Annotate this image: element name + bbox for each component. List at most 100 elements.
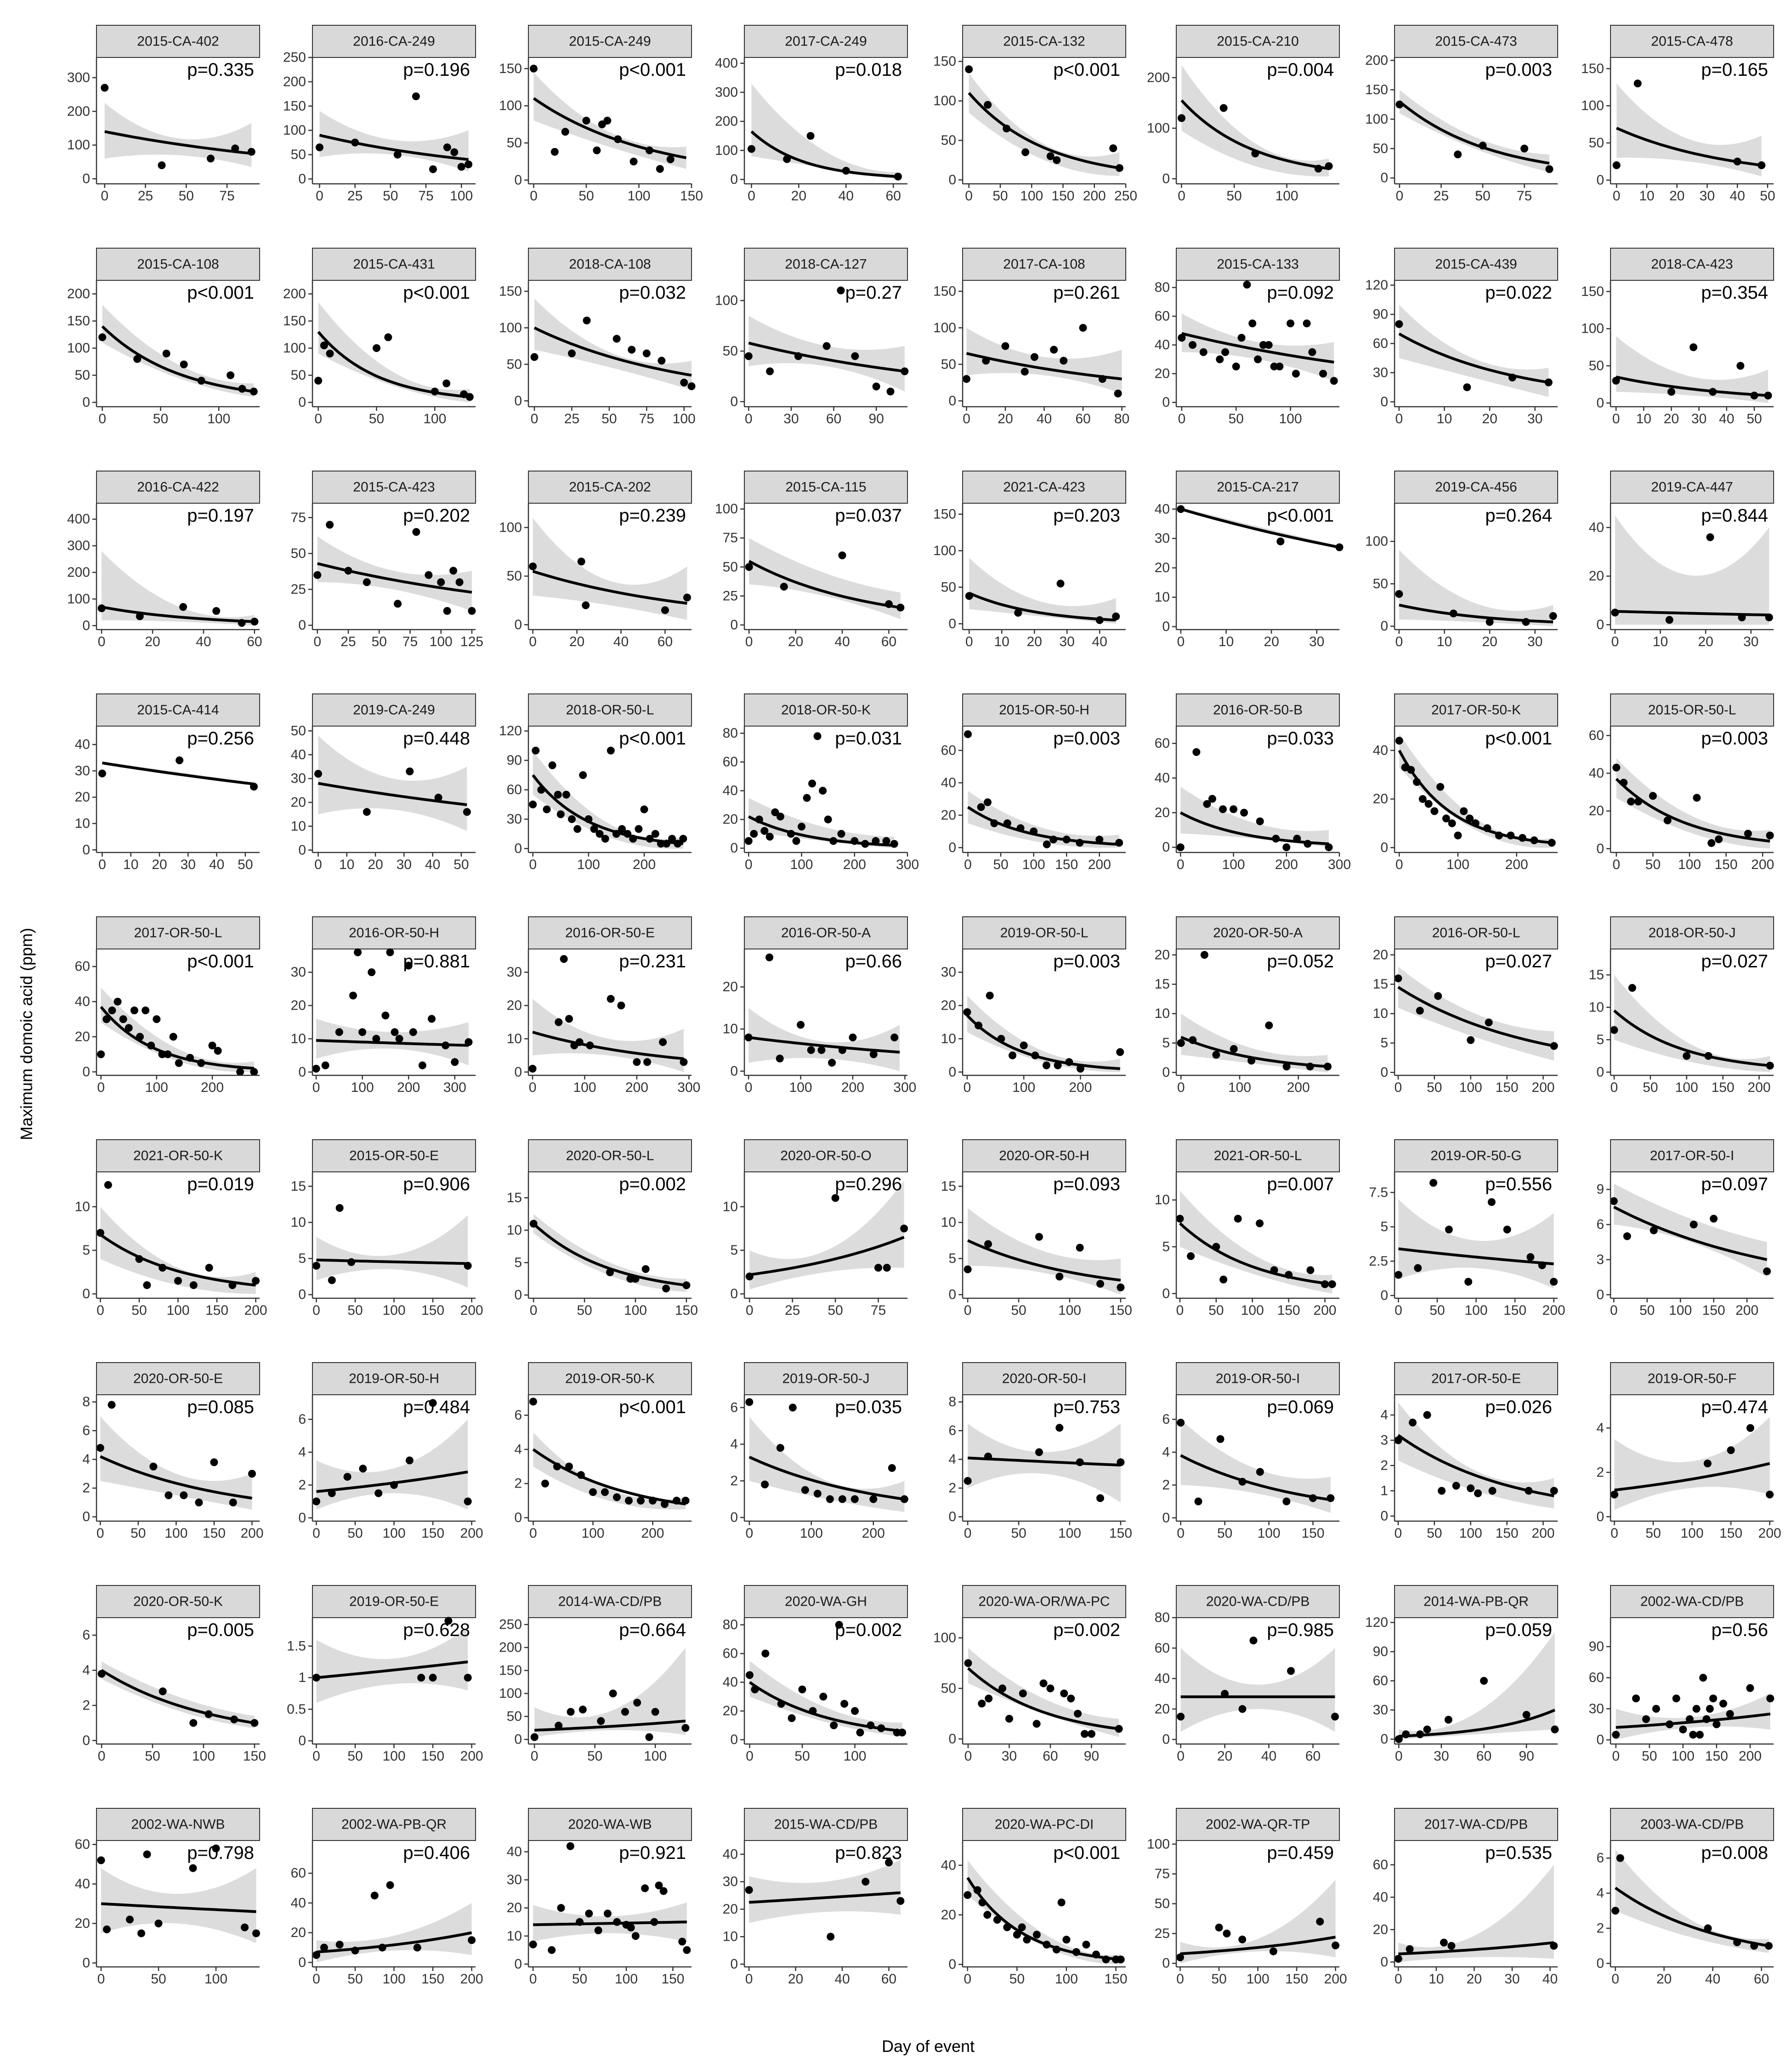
data-point xyxy=(824,815,832,824)
data-point xyxy=(98,333,107,341)
y-tick-label: 20 xyxy=(1373,791,1388,807)
confidence-band xyxy=(749,538,901,619)
data-point xyxy=(1177,505,1185,513)
data-point xyxy=(614,135,622,143)
y-tick-label: 100 xyxy=(499,320,522,335)
y-tick-label: 0 xyxy=(514,1732,522,1747)
data-point xyxy=(1335,543,1344,551)
data-point xyxy=(1249,1636,1258,1645)
confidence-band xyxy=(749,316,905,392)
data-point xyxy=(1750,1942,1758,1950)
data-point xyxy=(642,349,651,358)
data-point xyxy=(1765,614,1773,622)
confidence-band xyxy=(1399,1632,1555,1739)
confidence-band xyxy=(1181,65,1329,176)
data-point xyxy=(1766,1490,1774,1499)
x-tick-label: 50 xyxy=(1226,188,1242,204)
data-point xyxy=(1306,1062,1314,1071)
p-value-label: p<0.001 xyxy=(403,283,470,303)
p-value-label: p=0.823 xyxy=(835,1843,902,1863)
data-point xyxy=(760,827,769,835)
y-tick-label: 30 xyxy=(75,763,90,778)
data-point xyxy=(1710,1215,1718,1223)
facet-strip xyxy=(528,1362,692,1395)
x-tick-label: 50 xyxy=(179,188,194,204)
confidence-band xyxy=(534,298,692,390)
p-value-label: p=0.335 xyxy=(187,60,254,80)
data-point xyxy=(1444,1716,1452,1724)
p-value-label: p=0.037 xyxy=(835,506,902,526)
facet-strip xyxy=(96,1139,260,1172)
y-tick-label: 40 xyxy=(291,1895,306,1910)
data-point xyxy=(655,1881,663,1890)
data-point xyxy=(1003,125,1011,133)
y-tick-label: 5 xyxy=(1162,1035,1170,1051)
x-tick-label: 100 xyxy=(1279,411,1302,426)
confidence-band xyxy=(316,1903,472,1963)
data-point xyxy=(554,790,562,799)
y-tick-label: 0 xyxy=(82,1733,90,1748)
x-tick-label: 150 xyxy=(243,1749,266,1764)
facet-title: 2019-CA-447 xyxy=(1651,480,1733,495)
y-tick-label: 0 xyxy=(82,618,90,633)
confidence-band xyxy=(1616,83,1762,176)
fit-line xyxy=(1398,332,1549,384)
y-tick-label: 40 xyxy=(1155,337,1170,352)
data-point xyxy=(668,835,676,843)
data-point xyxy=(228,1281,237,1290)
x-tick-label: 0 xyxy=(1395,1749,1403,1764)
y-tick-label: 30 xyxy=(507,812,522,827)
fit-line xyxy=(532,570,687,605)
y-tick-label: 40 xyxy=(75,994,90,1009)
y-tick-label: 0 xyxy=(1380,1288,1388,1303)
data-point xyxy=(1408,1419,1417,1426)
data-point xyxy=(1715,835,1723,843)
y-tick-label: 20 xyxy=(723,1704,738,1719)
y-tick-label: 20 xyxy=(291,998,306,1013)
data-point xyxy=(1021,368,1029,376)
data-point xyxy=(612,335,621,343)
x-tick-label: 20 xyxy=(1482,634,1497,649)
confidence-band xyxy=(749,1416,905,1512)
x-tick-label: 10 xyxy=(1636,411,1651,426)
facet-strip xyxy=(962,916,1126,949)
data-point xyxy=(998,1684,1007,1693)
data-point xyxy=(627,1923,635,1932)
data-point xyxy=(1055,1273,1064,1281)
data-point xyxy=(97,1050,105,1058)
y-tick-label: 0 xyxy=(1596,1956,1604,1971)
data-point xyxy=(179,603,187,611)
facet-strip xyxy=(1610,248,1774,281)
x-tick-label: 0 xyxy=(1612,411,1620,426)
data-point xyxy=(344,567,352,575)
x-tick-label: 40 xyxy=(209,857,224,872)
x-tick-label: 60 xyxy=(247,634,262,649)
data-point xyxy=(807,1046,815,1054)
x-tick-label: 40 xyxy=(1261,1749,1276,1764)
x-tick-label: 40 xyxy=(425,857,440,872)
data-point xyxy=(819,787,827,795)
x-tick-label: 125 xyxy=(460,634,483,649)
data-point xyxy=(597,1717,605,1725)
data-point xyxy=(464,1261,472,1270)
data-point xyxy=(1650,1226,1658,1234)
facet-title: 2018-OR-50-L xyxy=(566,703,654,718)
x-tick-label: 200 xyxy=(841,1080,864,1095)
y-tick-label: 100 xyxy=(715,143,738,158)
data-point xyxy=(1707,839,1716,847)
y-tick-label: 10 xyxy=(723,1929,738,1944)
x-tick-label: 0 xyxy=(1178,188,1185,204)
data-point xyxy=(312,1674,320,1682)
x-tick-label: 200 xyxy=(460,1526,483,1541)
data-point xyxy=(404,961,413,970)
data-point xyxy=(826,1495,834,1503)
y-tick-label: 0 xyxy=(1162,1956,1170,1971)
data-point xyxy=(776,1054,784,1062)
x-tick-label: 10 xyxy=(1437,411,1452,426)
data-point xyxy=(205,1264,213,1272)
data-point xyxy=(1744,829,1752,838)
